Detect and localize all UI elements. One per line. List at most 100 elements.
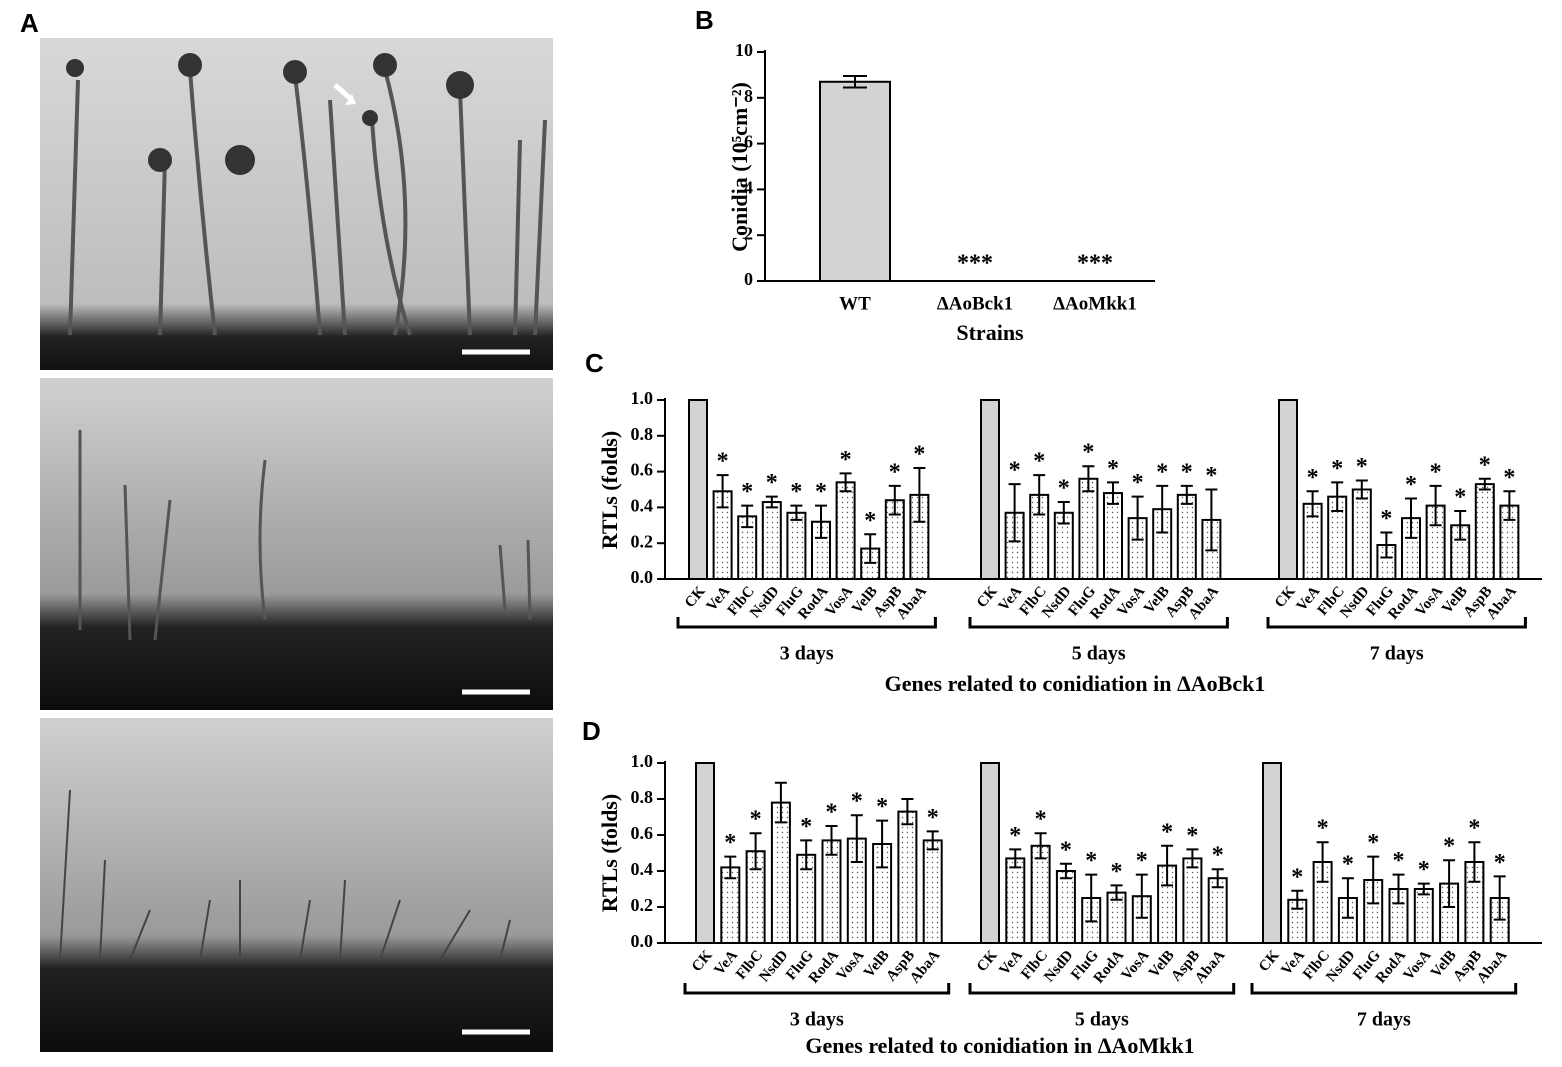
error-bar <box>1110 884 1123 901</box>
bar <box>1176 493 1197 580</box>
significance: * <box>840 447 852 473</box>
panel-label: C <box>585 348 604 378</box>
significance: * <box>1212 843 1224 869</box>
y-tick-label: 0.6 <box>631 823 654 843</box>
x-tick-label: NsdD <box>1039 583 1074 621</box>
significance: * <box>1291 864 1303 890</box>
group-bracket <box>968 617 1229 629</box>
significance: * <box>1186 823 1198 849</box>
significance: * <box>889 459 901 485</box>
significance: * <box>1430 459 1442 485</box>
significance: * <box>864 508 876 534</box>
significance: * <box>1156 459 1168 485</box>
significance: * <box>1479 452 1491 478</box>
significance: * <box>1107 456 1119 482</box>
y-tick-label: 0.8 <box>631 424 654 444</box>
significance: * <box>1009 823 1021 849</box>
x-tick-label: CK <box>1272 583 1299 611</box>
x-tick-label: VosA <box>822 583 856 619</box>
x-tick-label: VosA <box>1119 947 1153 983</box>
significance: * <box>1181 459 1193 485</box>
group-label: 5 days <box>1072 643 1126 665</box>
error-bar <box>1291 889 1304 910</box>
y-axis-label: RTLs (folds) <box>597 794 622 912</box>
significance: * <box>1111 859 1123 885</box>
error-bar <box>1443 859 1456 908</box>
y-tick-label: 0.0 <box>631 931 654 951</box>
significance: * <box>913 442 925 468</box>
error-bar <box>1205 488 1218 552</box>
y-tick-label: 0.2 <box>631 895 654 915</box>
error-bar <box>1331 481 1344 512</box>
error-bar <box>1034 832 1047 860</box>
bar <box>1103 492 1123 580</box>
x-tick-label: NsdD <box>1041 947 1076 985</box>
error-bar <box>1405 497 1417 539</box>
error-bar <box>1468 841 1481 883</box>
significance: * <box>1418 857 1430 883</box>
significance: * <box>1033 449 1045 475</box>
significance: * <box>1058 476 1070 502</box>
significance: * <box>1367 830 1379 856</box>
error-bar <box>1008 483 1021 543</box>
error-bar <box>901 798 914 826</box>
error-bar <box>1380 531 1393 559</box>
x-tick-label: VosA <box>1114 583 1148 619</box>
significance: * <box>1494 850 1506 876</box>
y-tick-label: 0.8 <box>631 787 654 807</box>
x-axis-label: Genes related to conidiation in ΔAoBck1 <box>885 671 1266 696</box>
bar <box>922 839 943 945</box>
bar <box>1278 399 1298 580</box>
error-bar <box>1367 855 1380 905</box>
y-tick-label: 8 <box>744 86 753 106</box>
error-bar <box>1059 862 1072 880</box>
bar <box>835 481 856 580</box>
significance: * <box>1342 852 1354 878</box>
group-label: 3 days <box>780 643 834 665</box>
y-tick-label: 0.6 <box>631 460 654 480</box>
error-bar <box>724 855 737 880</box>
panel-label: B <box>695 5 714 35</box>
error-bar <box>1033 474 1046 516</box>
panel-label: A <box>20 8 39 38</box>
error-bar <box>765 495 778 509</box>
significance: * <box>851 789 863 815</box>
error-bar <box>1306 490 1319 518</box>
significance: * <box>1035 807 1047 833</box>
error-bar <box>1156 484 1169 534</box>
significance: * <box>717 449 729 475</box>
error-bar <box>774 781 787 824</box>
error-bar <box>1454 509 1467 541</box>
x-tick-label: CK <box>974 947 1001 975</box>
error-bar <box>843 75 867 89</box>
error-bar <box>1186 848 1199 869</box>
significance: * <box>1405 472 1417 498</box>
error-bar <box>1392 873 1405 905</box>
significance: * <box>1307 465 1319 491</box>
y-tick-label: 0.4 <box>631 859 654 879</box>
error-bar <box>1107 481 1119 505</box>
error-bar <box>850 814 863 863</box>
panel-label: D <box>582 716 601 746</box>
significance: * <box>826 800 838 826</box>
error-bar <box>1417 882 1430 896</box>
error-bar <box>864 533 877 564</box>
error-bar <box>1131 495 1144 541</box>
x-tick-label: CK <box>689 947 716 975</box>
x-tick-label: NsdD <box>756 947 791 985</box>
significance: * <box>1331 456 1343 482</box>
y-tick-label: 1.0 <box>631 751 654 771</box>
error-bar <box>1085 873 1098 923</box>
x-tick-label: ΔAoMkk1 <box>1053 293 1137 314</box>
y-tick-label: 0.2 <box>631 531 654 551</box>
error-bar <box>876 819 889 869</box>
bar <box>1030 844 1051 944</box>
bar <box>980 762 1000 944</box>
x-tick-label: CK <box>1256 947 1283 975</box>
error-bar <box>1082 465 1095 493</box>
error-bar <box>800 839 813 871</box>
error-bar <box>1135 873 1148 919</box>
error-bar <box>839 472 852 493</box>
significance: * <box>1060 837 1072 863</box>
